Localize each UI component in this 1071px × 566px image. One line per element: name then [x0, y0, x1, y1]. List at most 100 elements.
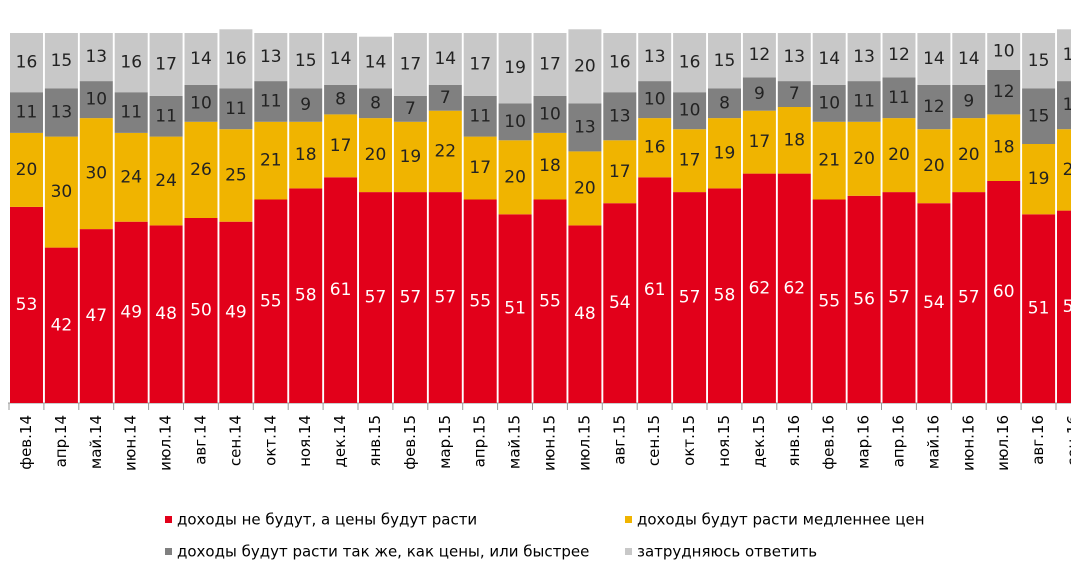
- data-label: 15: [714, 51, 736, 71]
- bar-segment: [603, 92, 637, 141]
- bar-segment: [289, 33, 323, 89]
- bar-segment: [79, 118, 113, 230]
- data-label: 17: [330, 136, 352, 156]
- data-label: 7: [789, 84, 800, 104]
- bar-segment: [882, 118, 916, 193]
- bar-segment: [463, 136, 497, 200]
- bar-segment: [10, 132, 43, 207]
- bar-segment: [254, 121, 288, 200]
- data-label: 15: [51, 51, 73, 71]
- bar-segment: [882, 33, 916, 78]
- data-label: 55: [539, 291, 561, 311]
- bar-segment: [1022, 144, 1056, 215]
- data-label: 17: [155, 54, 177, 74]
- data-label: 9: [963, 91, 974, 111]
- bar-segment: [114, 132, 148, 222]
- data-label: 20: [888, 145, 910, 165]
- legend-swatch: [165, 548, 172, 555]
- x-tick-label: фев.15: [401, 415, 419, 470]
- data-label: 11: [120, 103, 142, 123]
- bar-segment: [393, 33, 427, 96]
- x-tick-label: апр.16: [890, 415, 908, 467]
- data-label: 12: [993, 82, 1015, 102]
- bar-segment: [10, 92, 43, 133]
- data-label: 48: [155, 304, 177, 324]
- x-tick-label: окт.15: [680, 415, 698, 466]
- bar-segment: [79, 81, 113, 119]
- bar-segment: [184, 84, 218, 122]
- bar-segment: [708, 188, 741, 403]
- data-label: 49: [120, 302, 142, 322]
- bar-segment: [638, 33, 672, 82]
- x-tick-label: янв.16: [785, 415, 803, 467]
- bar-segment: [149, 33, 183, 96]
- x-tick-label: сен.16: [1064, 415, 1071, 466]
- data-label: 51: [504, 299, 526, 319]
- x-tick-label: мар.15: [436, 415, 454, 469]
- data-label: 57: [888, 288, 910, 308]
- bar-segment: [917, 84, 951, 130]
- data-label: 12: [749, 45, 771, 65]
- bar-segment: [359, 36, 392, 89]
- bar-segment: [289, 188, 323, 403]
- x-tick-label: май.15: [506, 415, 524, 469]
- bar-segment: [44, 33, 78, 89]
- data-label: 20: [504, 167, 526, 187]
- bar-segment: [393, 121, 427, 193]
- bar-segment: [917, 33, 951, 85]
- data-label: 14: [818, 49, 840, 69]
- x-tick-label: ноя.14: [296, 415, 314, 467]
- bar-segment: [917, 129, 951, 204]
- x-tick-label: апр.15: [471, 415, 489, 467]
- data-label: 57: [365, 288, 387, 308]
- data-label: 10: [993, 42, 1015, 62]
- bar-segment: [219, 88, 253, 130]
- x-tick-label: июн.15: [541, 415, 559, 471]
- bar-segment: [847, 195, 881, 403]
- x-tick-label: ноя.15: [715, 415, 733, 467]
- bar-segment: [568, 103, 602, 152]
- bar-segment: [428, 84, 462, 111]
- data-label: 49: [225, 302, 247, 322]
- bar-segment: [324, 84, 358, 115]
- data-label: 56: [853, 289, 875, 309]
- bar-segment: [1022, 33, 1056, 89]
- bar-segment: [812, 84, 846, 122]
- data-label: 25: [225, 165, 247, 185]
- data-label: 9: [300, 95, 311, 115]
- data-label: 21: [818, 151, 840, 171]
- data-label: 26: [190, 160, 212, 180]
- data-label: 24: [120, 167, 142, 187]
- bar-segment: [498, 214, 532, 403]
- x-tick-label: сен.14: [226, 415, 244, 466]
- x-tick-label: июл.14: [157, 415, 175, 471]
- data-label: 14: [190, 49, 212, 69]
- data-label: 20: [853, 149, 875, 169]
- data-label: 20: [958, 145, 980, 165]
- data-label: 20: [574, 178, 596, 198]
- data-label: 11: [853, 91, 875, 111]
- bar-segment: [882, 77, 916, 119]
- data-label: 20: [365, 145, 387, 165]
- data-label: 61: [644, 280, 666, 300]
- bar-segment: [114, 92, 148, 133]
- legend-label: доходы не будут, а цены будут расти: [177, 511, 477, 529]
- data-label: 16: [644, 138, 666, 158]
- legend-label: затрудняюсь ответить: [637, 543, 817, 561]
- data-label: 57: [400, 288, 422, 308]
- bar-segment: [1022, 88, 1056, 144]
- data-label: 17: [749, 132, 771, 152]
- data-label: 16: [609, 53, 631, 73]
- bar-segment: [44, 247, 78, 403]
- bar-segment: [428, 192, 462, 403]
- data-label: 61: [330, 280, 352, 300]
- bar-segment: [10, 206, 43, 403]
- bar-segment: [79, 33, 113, 82]
- bar-segment: [149, 95, 183, 137]
- legend-swatch: [625, 516, 632, 523]
- bar-segment: [254, 199, 288, 403]
- bar-segment: [114, 33, 148, 93]
- bar-segment: [812, 199, 846, 403]
- bar-segment: [533, 132, 567, 200]
- data-label: 11: [16, 103, 38, 123]
